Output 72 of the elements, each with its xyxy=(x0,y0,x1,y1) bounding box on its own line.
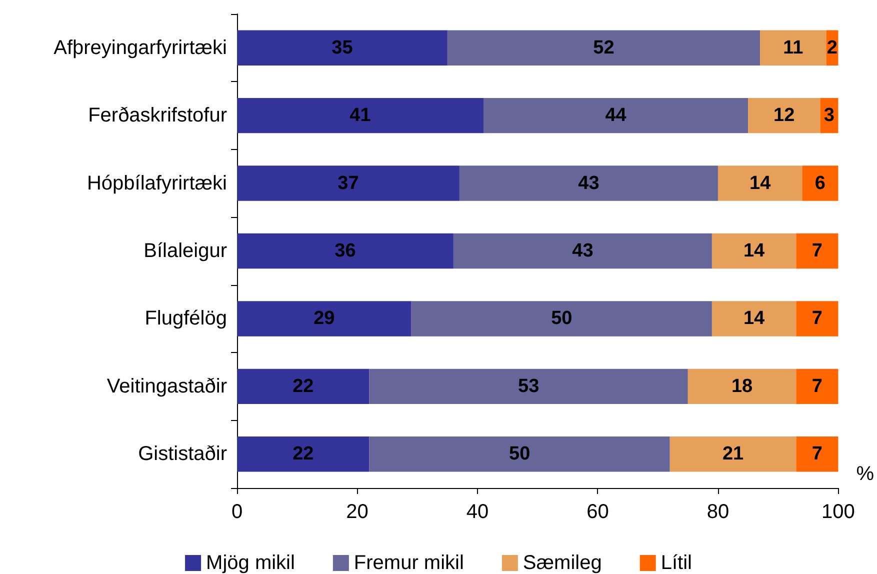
data-label: 3 xyxy=(824,105,834,126)
data-label: 41 xyxy=(350,105,372,126)
x-axis-title: % xyxy=(856,463,874,485)
x-tick-label: 40 xyxy=(466,501,489,523)
data-label: 50 xyxy=(551,308,572,330)
legend-label: Lítil xyxy=(660,552,692,574)
bar xyxy=(796,233,838,269)
bar xyxy=(453,233,712,269)
data-label: 35 xyxy=(332,37,354,58)
bar xyxy=(237,436,370,472)
data-label: 52 xyxy=(593,37,614,58)
x-tick-label: 20 xyxy=(346,501,368,523)
y-tick-label: Hópbílafyrirtæki xyxy=(86,172,227,194)
data-label: 53 xyxy=(518,376,540,397)
y-tick-label: Gististaðir xyxy=(138,443,228,466)
y-tick-label: Veitingastaðir xyxy=(106,375,228,398)
y-tick-label: Ferðaskrifstofur xyxy=(88,104,228,127)
data-label: 14 xyxy=(743,308,766,330)
data-label: 6 xyxy=(814,172,826,194)
data-label: 2 xyxy=(826,37,838,58)
bar xyxy=(237,233,454,269)
bar xyxy=(369,436,670,472)
x-tick-label: 60 xyxy=(586,501,609,523)
bar xyxy=(712,233,796,269)
data-label: 44 xyxy=(605,105,627,126)
data-label: 7 xyxy=(812,444,822,465)
data-label: 14 xyxy=(749,172,772,194)
data-label: 7 xyxy=(812,240,822,262)
data-label: 50 xyxy=(509,444,530,465)
bar xyxy=(369,368,688,404)
legend-label: Mjög mikil xyxy=(206,552,295,574)
bar xyxy=(802,166,838,201)
data-label: 21 xyxy=(722,444,744,465)
bar xyxy=(237,368,370,404)
x-tick-label: 100 xyxy=(822,501,855,523)
y-tick-label: Afþreyingarfyrirtæki xyxy=(54,36,227,59)
bar xyxy=(237,166,460,201)
bar xyxy=(484,98,748,134)
data-label: 7 xyxy=(812,308,822,330)
y-tick-label: Flugfélög xyxy=(144,308,227,330)
legend-label: Sæmileg xyxy=(522,552,602,574)
bar xyxy=(712,301,796,336)
data-label: 11 xyxy=(783,37,804,58)
x-tick-label: 80 xyxy=(706,501,730,523)
data-label: 18 xyxy=(731,376,753,397)
bar xyxy=(718,166,802,201)
data-label: 7 xyxy=(812,376,822,397)
data-label: 14 xyxy=(743,240,766,262)
data-label: 43 xyxy=(572,240,594,262)
x-tick-label: 0 xyxy=(231,501,243,523)
data-label: 29 xyxy=(314,308,335,330)
data-label: 43 xyxy=(578,172,600,194)
bar xyxy=(459,166,718,201)
data-label: 22 xyxy=(292,376,314,397)
bar xyxy=(447,30,760,66)
data-label: 22 xyxy=(292,444,314,465)
bar xyxy=(237,301,412,336)
legend-label: Fremur mikil xyxy=(354,552,464,574)
data-label: 12 xyxy=(774,105,795,126)
bar xyxy=(670,436,796,472)
y-tick-label: Bílaleigur xyxy=(144,240,228,262)
data-label: 37 xyxy=(338,172,359,194)
bar xyxy=(796,436,838,472)
bar xyxy=(796,368,838,404)
bar xyxy=(796,301,838,336)
bar xyxy=(411,301,712,336)
bar xyxy=(237,30,448,66)
bar xyxy=(760,30,826,66)
bar xyxy=(748,98,820,134)
bar xyxy=(237,98,484,134)
data-label: 36 xyxy=(334,240,356,262)
bar xyxy=(688,368,796,404)
